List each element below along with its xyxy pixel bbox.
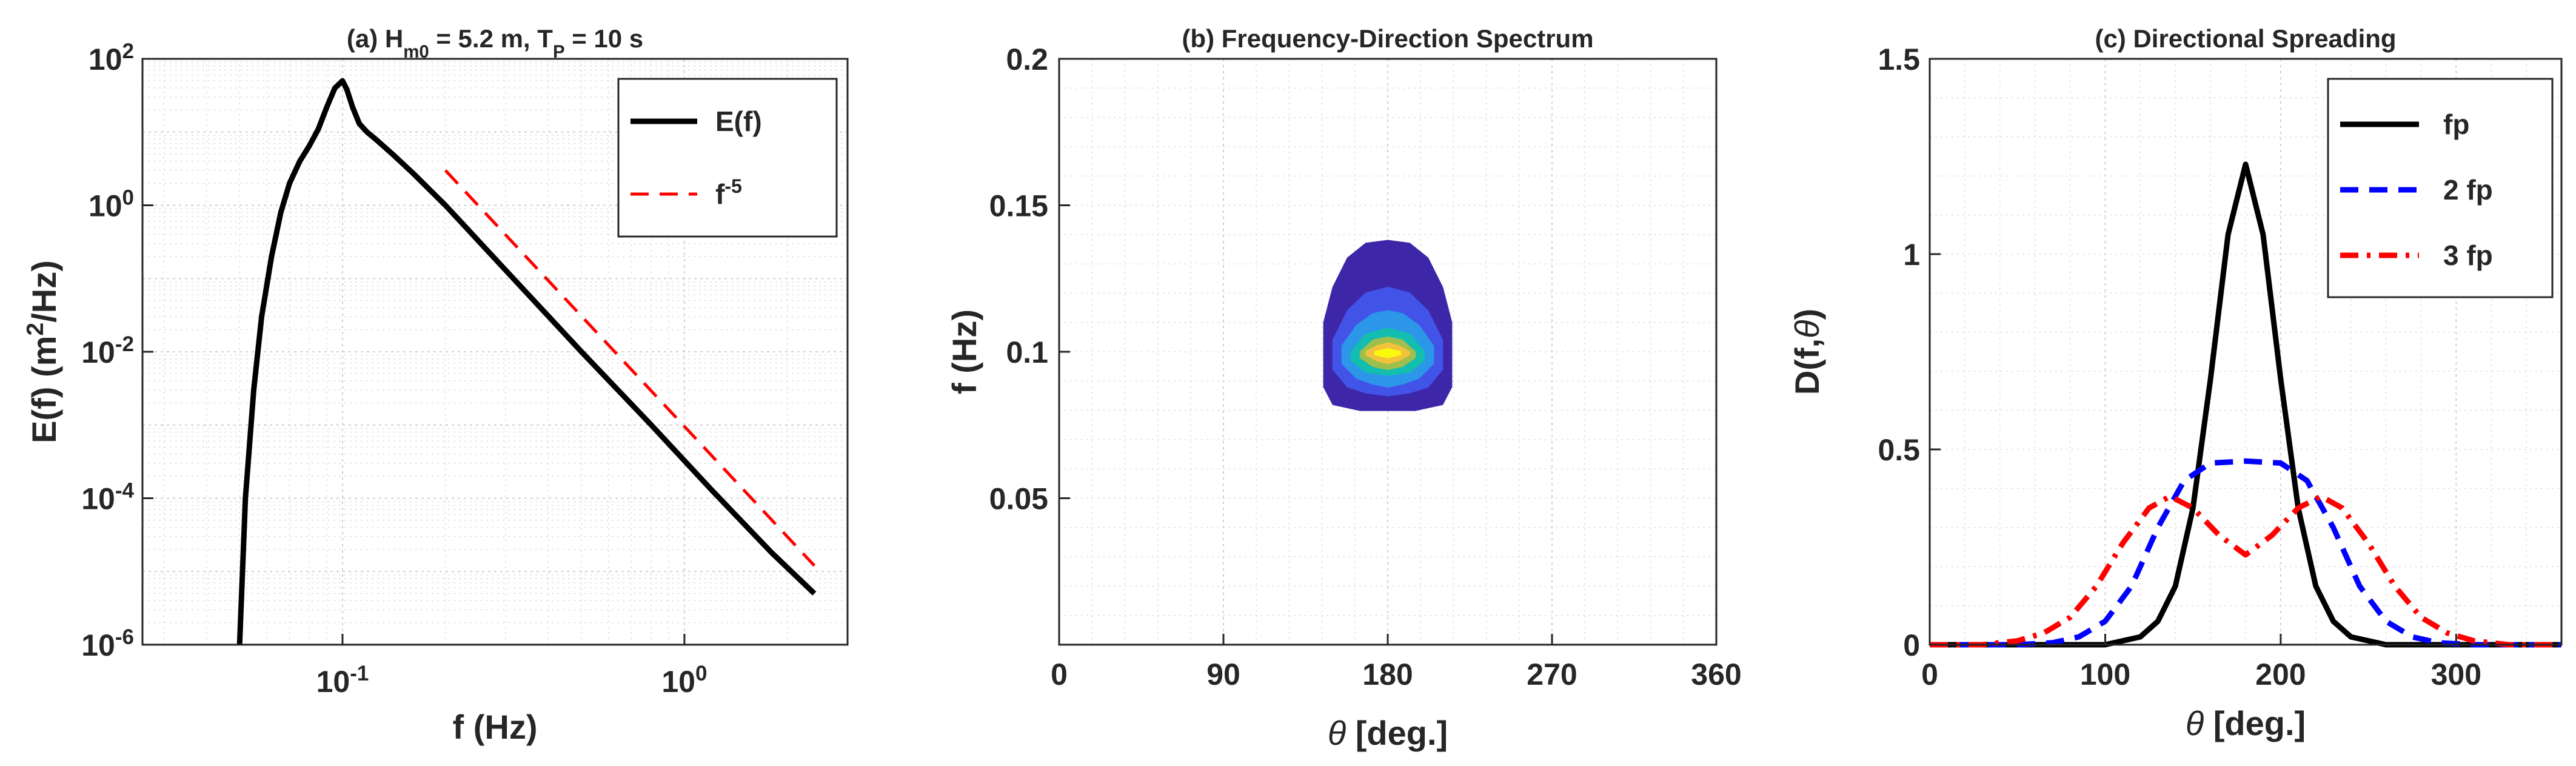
y-tick-label: 0.15 xyxy=(989,189,1048,223)
y-tick-label: 10-2 xyxy=(81,332,134,370)
legend: fp 2 fp 3 fp xyxy=(2327,78,2554,298)
y-axis-label: f (Hz) xyxy=(945,309,983,394)
x-tick-label: 270 xyxy=(1527,657,1577,691)
y-tick-label-part: -4 xyxy=(115,479,135,502)
x-tick-label: 100 xyxy=(2080,657,2130,691)
panel-title-part: = 5.2 m, T xyxy=(429,24,554,53)
x-tick-label: 300 xyxy=(2431,657,2481,691)
x-tick-label-part: 0 xyxy=(695,662,707,685)
legend-label: 3 fp xyxy=(2443,240,2493,271)
y-axis-label-part: /Hz) xyxy=(25,260,63,323)
x-axis-label: θ [deg.] xyxy=(1328,714,1448,752)
legend-label: f-5 xyxy=(715,175,742,210)
y-axis-label-part: ) xyxy=(1788,309,1826,320)
y-tick-label: 10-6 xyxy=(81,625,134,663)
y-tick-label: 0.5 xyxy=(1878,433,1920,467)
y-axis-label: D(f,θ) xyxy=(1788,309,1826,395)
x-tick-label-part: 10 xyxy=(316,665,350,699)
x-tick-label: 0 xyxy=(1921,657,1938,691)
legend-box xyxy=(617,78,838,238)
x-axis-label: f (Hz) xyxy=(453,708,538,746)
legend-label-part: f xyxy=(715,178,725,210)
legend-label-part: -5 xyxy=(724,175,742,197)
series-line-e-of-f xyxy=(236,78,817,645)
x-axis-label-part: θ xyxy=(1328,714,1346,752)
panel-title-part: = 10 s xyxy=(565,24,644,53)
y-tick-label-part: 10 xyxy=(81,482,115,516)
panel-c-directional-spreading: 0 100 200 300 0 0.5 1 1.5 (c) Directional Spread… xyxy=(1788,24,2563,742)
panel-title: (c) Directional Spreading xyxy=(2095,24,2396,53)
y-tick-label-part: 0 xyxy=(122,186,134,209)
y-tick-label-part: 10 xyxy=(81,628,115,662)
x-tick-label: 0 xyxy=(1051,657,1068,691)
legend-box xyxy=(2327,78,2554,298)
legend: E(f) f-5 xyxy=(617,78,838,238)
x-axis-label-part: [deg.] xyxy=(1346,714,1448,752)
y-tick-label: 0.1 xyxy=(1006,335,1048,369)
series-line-fp xyxy=(1930,161,2561,648)
x-axis-label-part: [deg.] xyxy=(2204,704,2306,742)
y-tick-label-part: 2 xyxy=(122,39,134,63)
series-line-2-fp xyxy=(1930,458,2561,648)
panel-b-frequency-direction: 0 90 180 270 360 0.05 0.1 0.15 0.2 (b) Frequency-… xyxy=(945,24,1742,752)
y-tick-label: 1 xyxy=(1903,238,1920,272)
y-axis-label-part: θ xyxy=(1788,320,1826,338)
panel-title-part: P xyxy=(553,42,565,62)
y-tick-label: 1.5 xyxy=(1878,42,1920,76)
x-tick-label: 90 xyxy=(1206,657,1240,691)
x-tick-label: 200 xyxy=(2255,657,2306,691)
panel-title-part: m0 xyxy=(403,42,429,62)
y-tick-label: 0.05 xyxy=(989,482,1048,516)
y-tick-label-part: 10 xyxy=(89,189,122,223)
panel-title-part: (a) H xyxy=(347,24,403,53)
y-axis-label-part: 2 xyxy=(22,323,49,336)
y-axis-label: E(f) (m2/Hz) xyxy=(22,260,64,443)
y-tick-label: 102 xyxy=(89,39,134,77)
y-tick-label: 10-4 xyxy=(81,479,134,516)
panel-title: (b) Frequency-Direction Spectrum xyxy=(1182,24,1593,53)
x-tick-label: 100 xyxy=(661,662,707,699)
x-axis-label-part: θ xyxy=(2186,704,2204,742)
x-tick-label: 180 xyxy=(1362,657,1413,691)
x-tick-label: 10-1 xyxy=(316,662,369,699)
legend-label: 2 fp xyxy=(2443,174,2493,206)
legend-label: fp xyxy=(2443,109,2469,140)
y-tick-label: 0 xyxy=(1903,628,1920,662)
y-tick-label: 100 xyxy=(89,186,134,223)
x-tick-label-part: 10 xyxy=(661,665,695,699)
x-axis-label: θ [deg.] xyxy=(2186,704,2306,742)
y-tick-label-part: -2 xyxy=(115,332,134,356)
y-tick-label-part: 10 xyxy=(89,42,122,76)
series-line-3-fp xyxy=(1930,493,2561,648)
legend-label-part: E(f) xyxy=(715,106,762,137)
x-tick-label: 360 xyxy=(1691,657,1741,691)
y-tick-label: 0.2 xyxy=(1006,42,1048,76)
x-tick-label-part: -1 xyxy=(350,662,369,685)
y-axis-label-part: D(f, xyxy=(1788,338,1826,395)
axes-frame xyxy=(1929,58,2563,646)
y-axis-label-part: E(f) (m xyxy=(25,336,63,443)
y-tick-label-part: 10 xyxy=(81,335,115,369)
y-tick-label-part: -6 xyxy=(115,625,134,649)
contour-level-7 xyxy=(1374,348,1402,358)
legend-label: E(f) xyxy=(715,106,762,137)
series-line-f-minus-5 xyxy=(444,169,816,567)
panel-title: (a) Hm0 = 5.2 m, TP = 10 s xyxy=(347,24,643,62)
